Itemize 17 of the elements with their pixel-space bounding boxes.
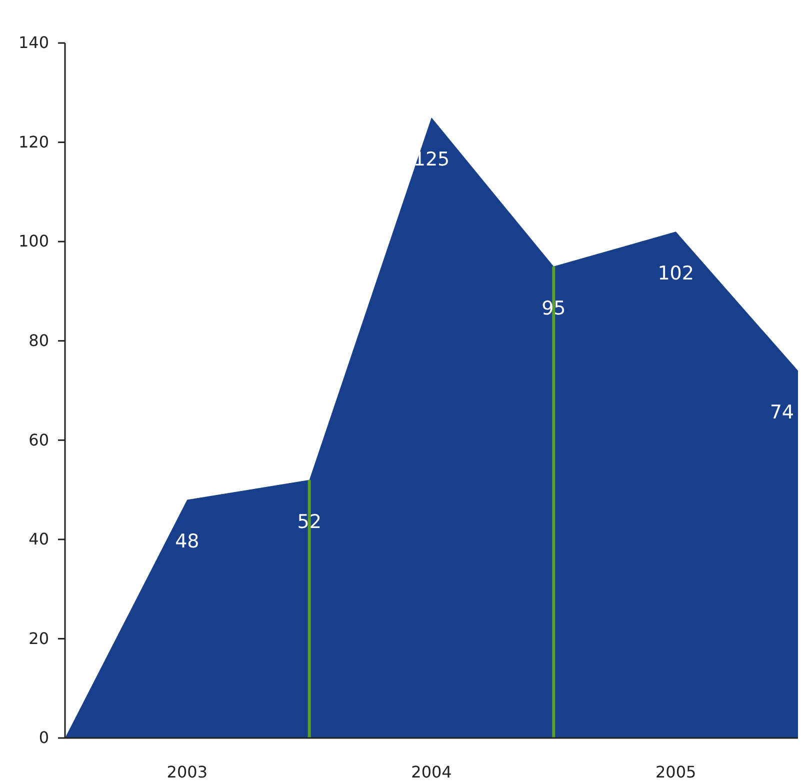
y-tick-label: 0 bbox=[38, 728, 49, 748]
y-tick-label: 20 bbox=[28, 628, 49, 648]
data-label: 52 bbox=[297, 510, 322, 533]
y-tick-label: 120 bbox=[18, 132, 49, 152]
x-tick-label: 2004 bbox=[411, 762, 452, 781]
x-tick-label: 2003 bbox=[166, 762, 208, 781]
x-tick-label: 2005 bbox=[655, 762, 696, 781]
data-label: 74 bbox=[770, 402, 794, 424]
y-tick-label: 60 bbox=[28, 430, 49, 450]
data-label: 48 bbox=[175, 530, 200, 553]
data-label: 125 bbox=[413, 148, 450, 170]
y-tick-label: 40 bbox=[28, 530, 49, 549]
y-tick-label: 100 bbox=[18, 232, 49, 251]
y-tick-label: 80 bbox=[28, 330, 49, 350]
data-label: 102 bbox=[658, 262, 694, 285]
y-tick-label: 140 bbox=[18, 33, 49, 52]
data-label: 95 bbox=[542, 297, 566, 320]
